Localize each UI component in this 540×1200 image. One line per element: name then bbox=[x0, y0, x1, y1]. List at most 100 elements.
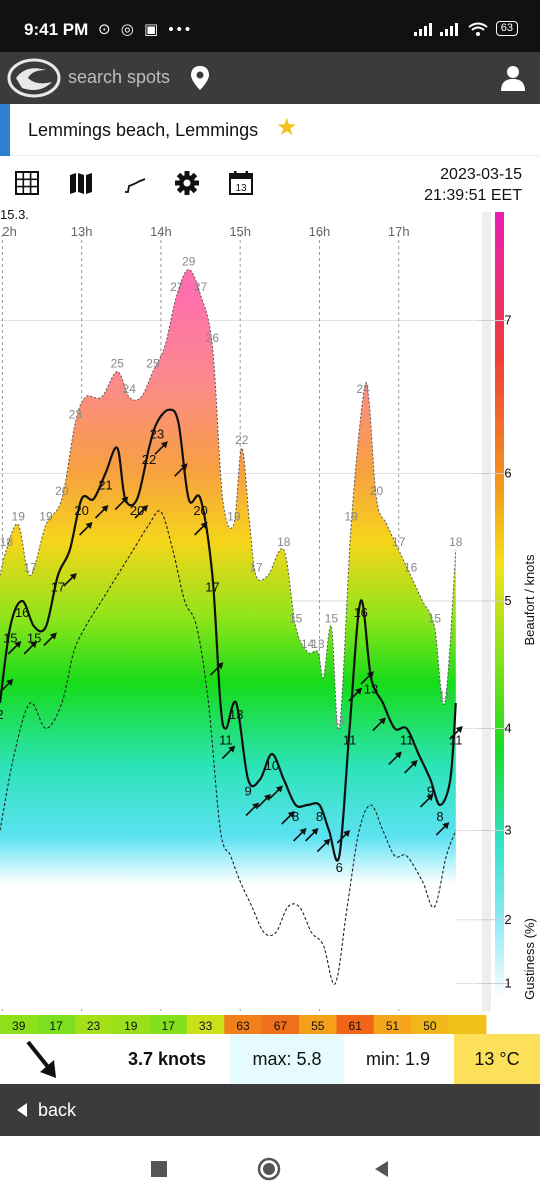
direction-arrow bbox=[114, 496, 129, 511]
beaufort-tick-label: 5 bbox=[504, 593, 511, 608]
direction-arrow-head bbox=[160, 441, 168, 449]
direction-arrow-shaft bbox=[348, 690, 360, 702]
bottom-info: 3.7 knots max: 5.8 min: 1.9 13 °C bbox=[0, 1034, 540, 1084]
gust-value-label: 19 bbox=[344, 510, 358, 524]
gustiness-value: 63 bbox=[236, 1019, 250, 1033]
gustiness-value: 17 bbox=[49, 1019, 63, 1033]
favorite-star-icon[interactable]: ★ bbox=[276, 114, 298, 141]
direction-arrow bbox=[281, 811, 295, 825]
spot-accent bbox=[0, 104, 10, 156]
direction-arrow-head bbox=[85, 522, 93, 529]
hour-label: 15h bbox=[229, 224, 251, 239]
wifi-icon bbox=[468, 22, 488, 36]
location-pin-icon[interactable] bbox=[190, 65, 210, 91]
direction-arrow-head bbox=[367, 671, 374, 679]
gust-area bbox=[0, 269, 456, 1009]
direction-arrow bbox=[269, 785, 283, 800]
wind-value-label: 8 bbox=[316, 809, 323, 824]
gust-value-label: 19 bbox=[227, 510, 241, 524]
gustiness-value: 17 bbox=[162, 1019, 176, 1033]
back-arrow-icon[interactable] bbox=[16, 1102, 28, 1118]
wind-value-label: 6 bbox=[336, 860, 343, 875]
hour-labels: 15.3. 2h 13h 14h 15h 16h 17h bbox=[0, 207, 410, 239]
direction-arrow-head bbox=[180, 463, 188, 471]
direction-arrow-head bbox=[410, 760, 418, 767]
max-wind: max: 5.8 bbox=[230, 1034, 344, 1084]
direction-arrow-shaft bbox=[63, 575, 75, 587]
gust-value-label: 17 bbox=[249, 561, 263, 575]
back-label[interactable]: back bbox=[38, 1100, 77, 1120]
gust-value-label: 22 bbox=[235, 433, 249, 447]
app-logo-icon[interactable] bbox=[6, 56, 62, 100]
back-nav-icon[interactable] bbox=[368, 1156, 394, 1182]
gustiness-cell bbox=[373, 1015, 412, 1034]
wind-value-label: 20 bbox=[74, 503, 88, 518]
graph-icon[interactable] bbox=[122, 170, 148, 196]
direction-arrow bbox=[449, 726, 463, 740]
gust-value-label: 20 bbox=[55, 484, 69, 498]
gust-value-label: 18 bbox=[0, 535, 13, 549]
direction-arrow bbox=[0, 678, 14, 693]
gustiness-cell bbox=[112, 1015, 151, 1034]
direction-arrow bbox=[63, 573, 77, 587]
direction-arrow-shaft bbox=[134, 507, 146, 519]
direction-arrow-head bbox=[228, 745, 236, 753]
gust-value-label: 23 bbox=[69, 408, 83, 422]
direction-arrow-shaft bbox=[194, 524, 206, 536]
direction-arrow bbox=[154, 441, 168, 455]
gustiness-strip: 39 17 23 19 17 33 63 67 55 61 51 50 bbox=[0, 1015, 487, 1034]
wind-value-label: 11 bbox=[400, 733, 414, 748]
direction-arrow-shaft bbox=[7, 643, 19, 655]
direction-arrow-head bbox=[216, 662, 224, 670]
beaufort-track bbox=[482, 212, 491, 1012]
hour-label: 16h bbox=[309, 224, 331, 239]
gust-value-label: 19 bbox=[39, 510, 53, 524]
wind-value-label: 8 bbox=[292, 809, 299, 824]
spot-name[interactable]: Lemmings beach, Lemmings bbox=[28, 120, 259, 140]
hour-label: 13h bbox=[71, 224, 93, 239]
gustiness-value: 33 bbox=[199, 1019, 213, 1033]
direction-arrow-shaft bbox=[94, 507, 107, 519]
user-icon[interactable] bbox=[500, 64, 526, 92]
recent-apps-icon[interactable] bbox=[146, 1156, 172, 1182]
direction-arrow-shaft bbox=[360, 673, 372, 685]
direction-arrow bbox=[23, 641, 38, 655]
wind-chart[interactable]: 15.3. 2h 13h 14h 15h 16h 17h 1918171920232524… bbox=[0, 204, 540, 1036]
direction-arrow-shaft bbox=[23, 643, 35, 655]
direction-arrow-head bbox=[49, 632, 57, 640]
direction-arrow bbox=[316, 838, 331, 853]
back-button[interactable]: back bbox=[0, 1084, 540, 1136]
gust-value-label: 18 bbox=[449, 535, 463, 549]
calendar-day: 13 bbox=[235, 183, 247, 194]
gear-icon[interactable] bbox=[174, 170, 200, 196]
direction-arrow-head bbox=[311, 828, 319, 835]
y-axis-label: Beaufort / knots bbox=[522, 554, 537, 646]
direction-arrow bbox=[221, 745, 236, 760]
gust-value-label: 14 bbox=[301, 637, 315, 651]
home-icon[interactable] bbox=[256, 1156, 282, 1182]
beaufort-tick-label: 6 bbox=[504, 466, 511, 481]
beaufort-tick-label: 7 bbox=[504, 313, 511, 328]
map-icon[interactable] bbox=[68, 170, 94, 196]
temperature: 13 °C bbox=[454, 1034, 540, 1084]
wind-value-label: 23 bbox=[150, 427, 164, 442]
search-input[interactable]: search spots bbox=[68, 67, 171, 87]
table-grid-icon[interactable] bbox=[14, 170, 40, 196]
calendar-icon[interactable]: 13 bbox=[228, 170, 254, 196]
min-wind-line bbox=[0, 510, 457, 985]
direction-arrow-head bbox=[252, 802, 260, 810]
beaufort-tick-label: 2 bbox=[504, 912, 511, 927]
gustiness-value: 23 bbox=[87, 1019, 101, 1033]
value-labels: 1918171920232524252729272619221718151413… bbox=[0, 255, 463, 876]
direction-arrow-shaft bbox=[372, 719, 384, 732]
direction-arrow-shaft bbox=[79, 524, 91, 536]
direction-arrow bbox=[79, 522, 93, 536]
gustiness-value: 19 bbox=[124, 1019, 138, 1033]
direction-arrow-shaft bbox=[304, 830, 317, 842]
gustiness-value: 51 bbox=[386, 1019, 400, 1033]
gust-value-label: 15 bbox=[428, 612, 442, 626]
direction-arrow bbox=[360, 671, 374, 685]
direction-arrow-shaft bbox=[154, 443, 166, 455]
gustiness-cell bbox=[149, 1015, 188, 1034]
gust-value-label: 15 bbox=[289, 612, 303, 626]
